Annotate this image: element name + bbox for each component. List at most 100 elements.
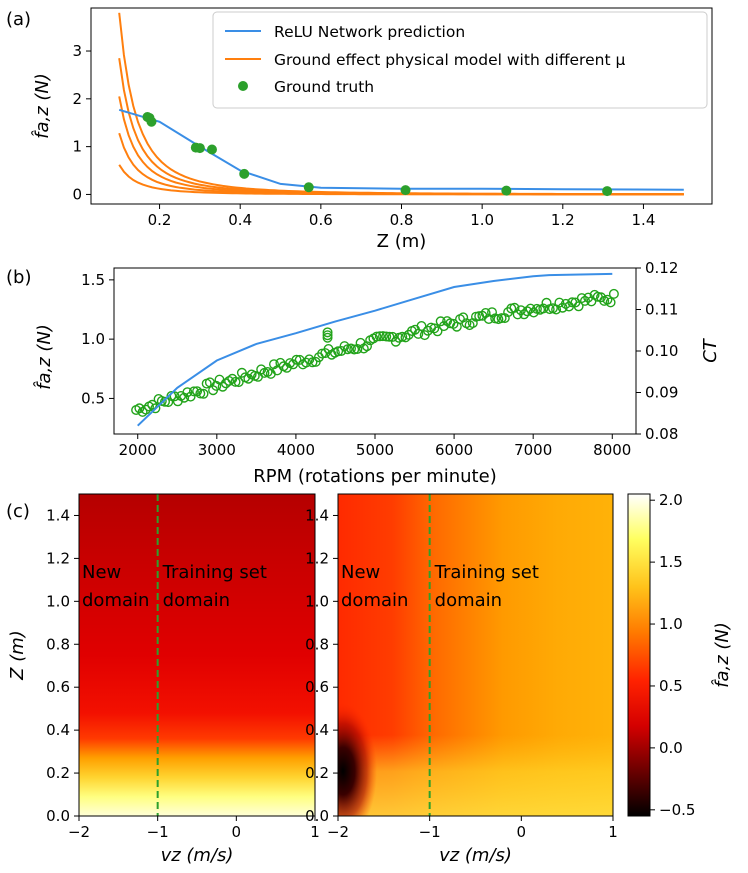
heatmap-left-ytick-label: 0.6 xyxy=(46,678,70,696)
ct-point xyxy=(374,331,385,342)
heatmap-left-ytick-label: 1.2 xyxy=(46,549,70,567)
ct-point xyxy=(233,377,244,388)
heatmap-left-annot-training-domain: domain xyxy=(163,590,230,611)
ct-point xyxy=(150,403,161,414)
legend-network-label: ReLU Network prediction xyxy=(274,23,465,41)
ct-point xyxy=(333,346,344,357)
panel-b-y2tick-label: 0.11 xyxy=(645,301,678,319)
panel-a-chart: 0.2 0.4 0.6 0.8 1.0 1.2 1.4 0 1 2 3 Z (m) f̂a,z (N) R… xyxy=(32,7,713,252)
colorbar-label: f̂a,z (N) xyxy=(712,622,733,688)
panel-b-chart: 2000 3000 4000 5000 6000 7000 8000 0.5 1.0 1.5 0.0… xyxy=(34,259,721,487)
panel-b-y2tick-label: 0.08 xyxy=(645,425,678,443)
heatmap-right-ytick-label: 1.2 xyxy=(305,549,329,567)
heatmap-right-xtick-label: 1 xyxy=(608,823,618,841)
ct-point xyxy=(458,312,469,323)
ct-point xyxy=(554,297,565,308)
ct-point xyxy=(230,376,241,387)
panel-a-ylabel: f̂a,z (N) xyxy=(32,73,53,139)
model-curve-4 xyxy=(118,164,684,196)
ct-point xyxy=(576,293,587,304)
ct-point xyxy=(304,354,315,365)
ground-truth-point xyxy=(146,116,157,127)
ct-point xyxy=(185,391,196,402)
heatmap-right-xtick-label: −2 xyxy=(327,823,349,841)
heatmap-right-dark-spot xyxy=(338,703,377,816)
panel-b-frame xyxy=(113,267,637,435)
ground-truth-point xyxy=(602,186,613,197)
panel-b-label: (b) xyxy=(6,267,31,288)
panel-a-xtick-label: 0.2 xyxy=(148,211,172,229)
heatmap-right-frame xyxy=(337,493,614,817)
ct-point xyxy=(416,321,427,332)
heatmap-right-ytick-label: 0.6 xyxy=(305,678,329,696)
heatmap-left-xtick-label: 1 xyxy=(310,823,320,841)
ct-point xyxy=(438,321,449,332)
panel-a-xtick-label: 1.4 xyxy=(632,211,656,229)
ct-point xyxy=(179,392,190,403)
panel-b-y2tick-label: 0.12 xyxy=(645,259,678,277)
ct-point xyxy=(275,357,286,368)
colorbar-tick-label: 2.0 xyxy=(659,491,683,509)
panel-a-xtick-label: 0.4 xyxy=(228,211,252,229)
ct-point xyxy=(522,306,533,317)
network-prediction-line xyxy=(118,108,684,191)
heatmap-right-ytick-label: 0.4 xyxy=(305,721,329,739)
ground-truth-point xyxy=(206,144,217,155)
heatmap-left-ytick-label: 0.8 xyxy=(46,635,70,653)
ct-point xyxy=(605,297,616,308)
ct-point xyxy=(291,354,302,365)
ct-point xyxy=(580,295,591,306)
heatmap-left-ytick-label: 0.0 xyxy=(46,807,70,825)
panel-a-legend: ReLU Network prediction Ground effect phy… xyxy=(212,11,708,109)
panel-a-xlabel: Z (m) xyxy=(377,231,427,252)
panel-c-left-axes: New domain Training set domain −2 −1 0 1 0.0 0.2 0… xyxy=(7,493,320,866)
heatmap-right-annot-new-domain: domain xyxy=(341,590,408,611)
ct-point xyxy=(378,331,389,342)
panel-a-plot-area xyxy=(118,12,684,197)
heatmap-left-annot-new: New xyxy=(82,562,121,583)
panel-b-xtick-label: 8000 xyxy=(593,441,631,459)
panel-b-xtick-label: 2000 xyxy=(119,441,157,459)
ct-point xyxy=(195,388,206,399)
panel-a-ytick-label: 1 xyxy=(72,138,82,156)
panel-c-label: (c) xyxy=(6,501,30,522)
legend-truth-swatch xyxy=(238,81,248,91)
heatmap-right-ytick-label: 0.8 xyxy=(305,635,329,653)
colorbar-gradient xyxy=(627,493,651,817)
heatmap-left-xtick-label: −1 xyxy=(147,823,169,841)
ct-point xyxy=(198,388,209,399)
panel-b-ytick-label: 1.0 xyxy=(81,330,105,348)
heatmap-left-ytick-label: 1.4 xyxy=(46,506,70,524)
colorbar-tick-label: −0.5 xyxy=(659,801,695,819)
ct-point xyxy=(422,325,433,336)
panel-a-xtick-label: 0.6 xyxy=(309,211,333,229)
panel-b-ytick-label: 1.5 xyxy=(81,271,105,289)
ct-point xyxy=(339,341,350,352)
ct-point xyxy=(322,332,333,343)
heatmap-left-ytick-label: 0.2 xyxy=(46,764,70,782)
ct-point xyxy=(429,323,440,334)
heatmap-left-annot-new-domain: domain xyxy=(82,590,149,611)
heatmap-right-annot-new: New xyxy=(341,562,380,583)
panel-b-ytick-label: 0.5 xyxy=(81,389,105,407)
heatmap-right-ytick-label: 1.4 xyxy=(305,506,329,524)
ct-point xyxy=(381,331,392,342)
panel-a-xtick-label: 1.0 xyxy=(470,211,494,229)
ct-point xyxy=(159,396,170,407)
ct-point xyxy=(269,359,280,370)
heatmap-right-xtick-label: 0 xyxy=(517,823,527,841)
panel-a-xtick-label: 1.2 xyxy=(551,211,575,229)
ct-point xyxy=(474,311,485,322)
ct-point xyxy=(352,344,363,355)
heatmap-left-annot-training: Training set xyxy=(162,562,267,583)
colorbar-tick-label: 0.5 xyxy=(659,677,683,695)
ct-point xyxy=(371,331,382,342)
ct-point xyxy=(336,346,347,357)
ct-point xyxy=(217,381,228,392)
panel-b-y2label: CT xyxy=(700,337,721,363)
panel-a-ytick-label: 3 xyxy=(72,42,82,60)
ct-point xyxy=(480,308,491,319)
force-line xyxy=(137,272,613,427)
ct-point xyxy=(499,313,510,324)
